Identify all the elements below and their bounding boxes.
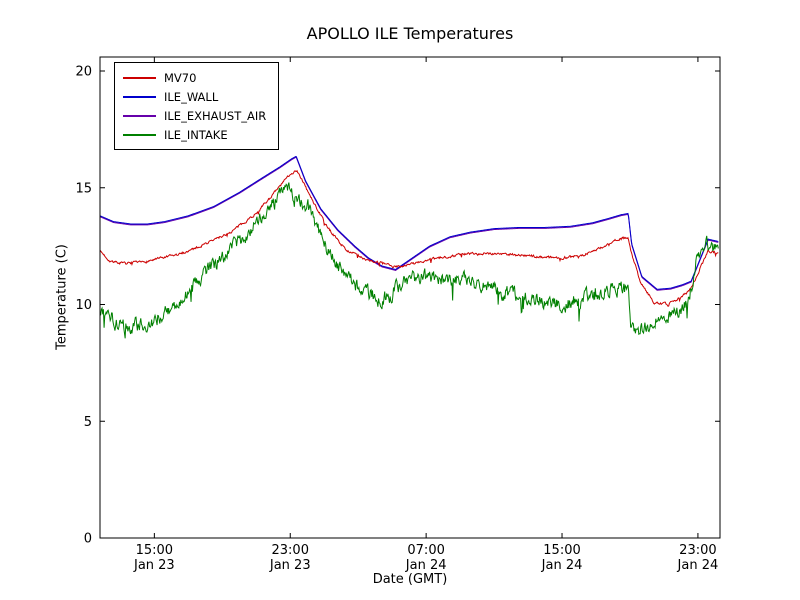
legend-label: ILE_INTAKE xyxy=(164,127,228,142)
legend: MV70 ILE_WALL ILE_EXHAUST_AIR ILE_INTAKE xyxy=(114,62,280,150)
legend-label: ILE_WALL xyxy=(164,89,219,104)
legend-entry: ILE_INTAKE xyxy=(123,125,266,144)
legend-line-sample xyxy=(123,76,156,79)
legend-label: MV70 xyxy=(164,70,197,85)
y-tick-label: 20 xyxy=(75,65,92,80)
y-tick-label: 15 xyxy=(75,181,92,196)
legend-line-sample xyxy=(123,133,156,136)
y-tick-label: 0 xyxy=(84,532,92,547)
y-tick-label: 5 xyxy=(84,415,92,430)
x-axis-label: Date (GMT) xyxy=(372,572,448,587)
x-tick-label: 07:00 Jan 24 xyxy=(405,543,447,573)
x-tick-label: 15:00 Jan 23 xyxy=(133,543,175,573)
legend-entry: ILE_EXHAUST_AIR xyxy=(123,106,266,125)
legend-entry: MV70 xyxy=(123,68,266,87)
plot-frame xyxy=(99,56,721,539)
x-tick-label: 15:00 Jan 24 xyxy=(541,543,583,573)
x-tick-label: 23:00 Jan 23 xyxy=(269,543,311,573)
x-tick-label: 23:00 Jan 24 xyxy=(677,543,719,573)
legend-line-sample xyxy=(123,95,156,98)
legend-entry: ILE_WALL xyxy=(123,87,266,106)
chart-title: APOLLO ILE Temperatures xyxy=(306,24,514,43)
legend-line-sample xyxy=(123,114,156,117)
series-line-ile_wall xyxy=(100,155,719,290)
series-line-mv70 xyxy=(100,169,719,307)
series-line-ile_intake xyxy=(100,182,719,339)
y-tick-label: 10 xyxy=(75,298,92,313)
series-line-ile_exhaust_air xyxy=(100,156,719,291)
legend-label: ILE_EXHAUST_AIR xyxy=(164,108,267,123)
